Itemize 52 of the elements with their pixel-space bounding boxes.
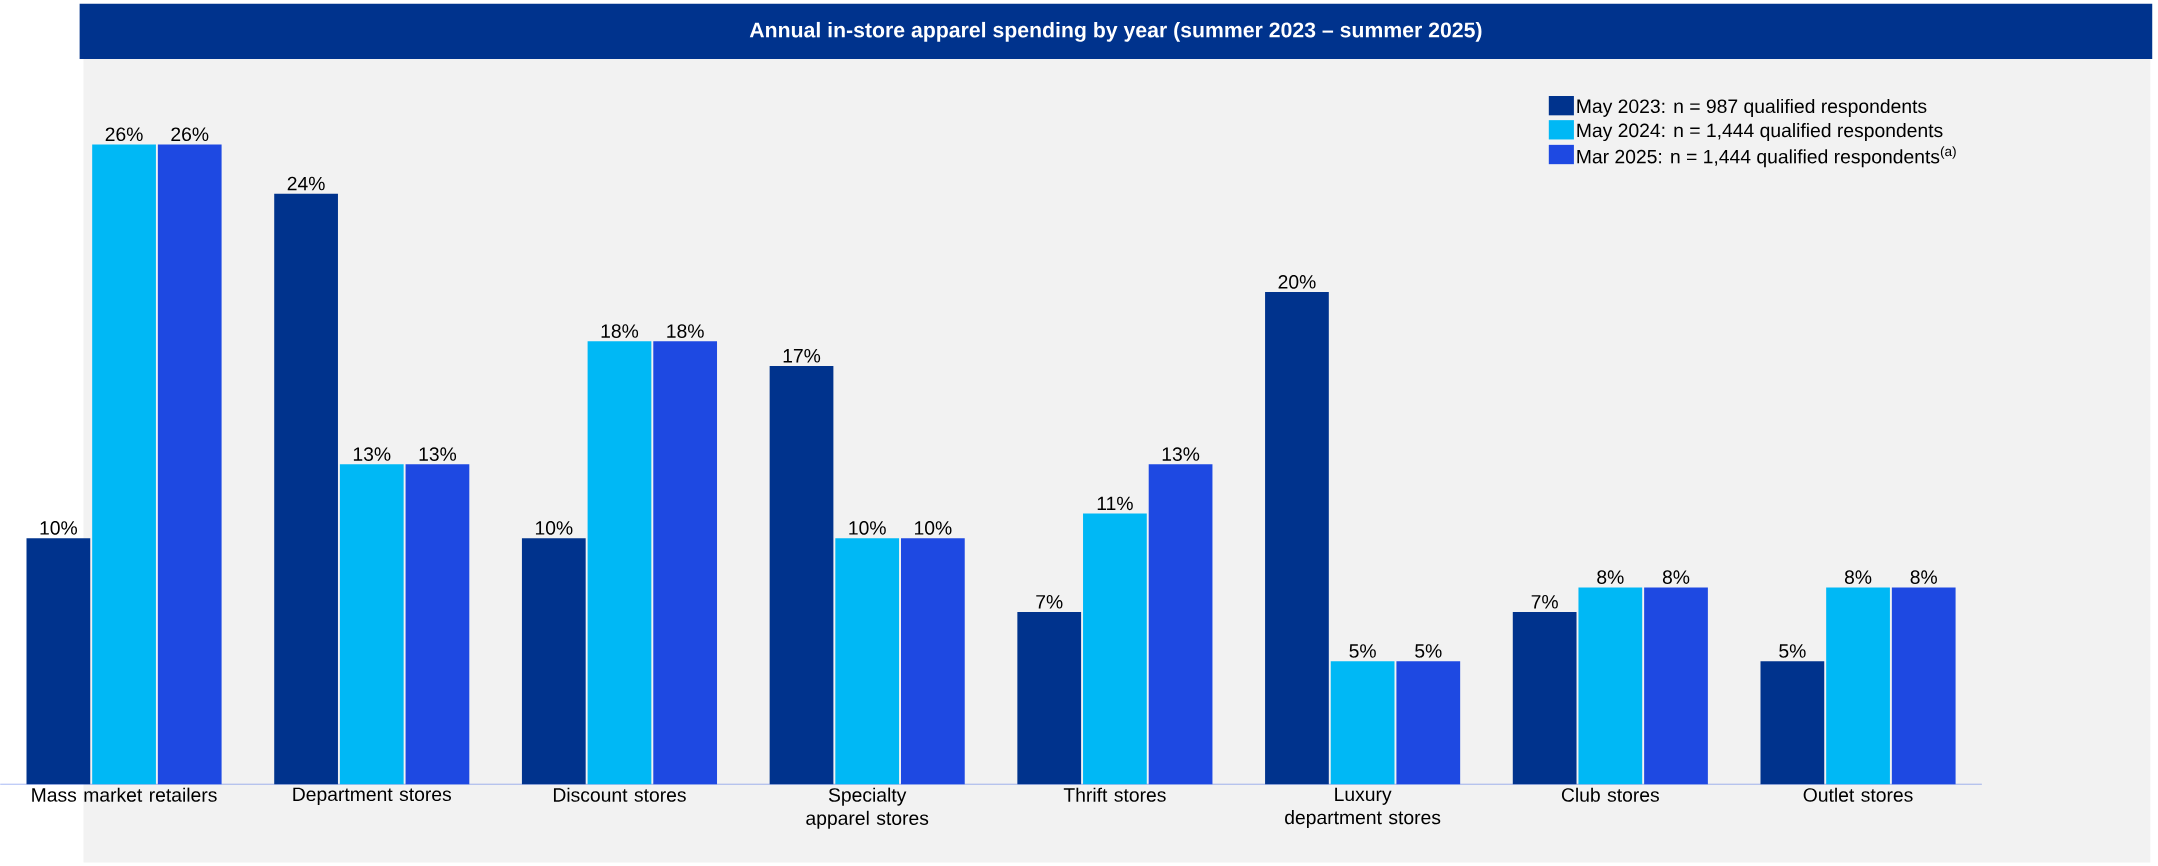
bar bbox=[26, 538, 91, 785]
data-label: 10% bbox=[535, 520, 573, 535]
bar bbox=[92, 144, 156, 785]
x-tick-label: Discount stores bbox=[553, 787, 686, 802]
data-label: 13% bbox=[1162, 447, 1200, 461]
bar bbox=[274, 193, 338, 785]
x-tick-label: Luxury department stores bbox=[1285, 787, 1441, 828]
bar bbox=[1826, 587, 1890, 785]
bar bbox=[835, 538, 900, 785]
bar bbox=[1083, 513, 1147, 785]
x-tick-label: Mass market retailers bbox=[32, 787, 217, 802]
data-label: 24% bbox=[287, 176, 325, 191]
data-label: 26% bbox=[105, 127, 143, 141]
x-tick-label: Club stores bbox=[1561, 787, 1659, 802]
data-label: 5% bbox=[1415, 644, 1442, 658]
data-label: 26% bbox=[171, 127, 209, 141]
data-label: 8% bbox=[1662, 570, 1690, 584]
data-label: 5% bbox=[1779, 644, 1806, 658]
data-label: 8% bbox=[1910, 570, 1937, 584]
data-label: 20% bbox=[1278, 274, 1316, 289]
data-label: 8% bbox=[1844, 570, 1872, 584]
x-tick-label: Outlet stores bbox=[1803, 787, 1913, 802]
data-label: 7% bbox=[1036, 594, 1063, 609]
data-label: 18% bbox=[601, 324, 639, 338]
chart-title: Annual in-store apparel spending by year (summer 2023 – summer 2025) bbox=[749, 21, 1482, 42]
data-label: 8% bbox=[1597, 570, 1624, 584]
bar bbox=[1760, 661, 1825, 785]
data-label: 5% bbox=[1349, 644, 1376, 658]
x-tick-label: Department stores bbox=[293, 787, 452, 805]
bar bbox=[1265, 291, 1329, 785]
legend-label: Mar 2025: n = 1,444 qualified respondents$^{(a)}$ bbox=[1577, 146, 1956, 168]
bar bbox=[587, 341, 652, 785]
bar bbox=[1578, 587, 1643, 785]
data-label: 7% bbox=[1531, 594, 1558, 609]
x-tick-label: Thrift stores bbox=[1063, 787, 1166, 802]
bar bbox=[339, 464, 404, 785]
data-label: 13% bbox=[353, 447, 391, 461]
legend-label: May 2024: n = 1,444 qualified respondents bbox=[1577, 122, 1943, 141]
legend-label: May 2023: n = 987 qualified respondents bbox=[1577, 98, 1927, 117]
bar bbox=[1017, 611, 1082, 785]
bar bbox=[521, 538, 586, 785]
data-label: 10% bbox=[40, 520, 78, 535]
bar bbox=[1330, 661, 1395, 785]
x-tick-label: Specialty apparel stores bbox=[806, 787, 929, 829]
data-label: 18% bbox=[667, 324, 704, 338]
data-label: 10% bbox=[915, 520, 952, 535]
data-label: 10% bbox=[849, 520, 886, 535]
bar bbox=[1512, 611, 1577, 785]
data-label: 17% bbox=[783, 348, 821, 363]
data-label: 13% bbox=[419, 447, 457, 461]
bar bbox=[769, 365, 834, 785]
data-label: 11% bbox=[1097, 496, 1133, 510]
